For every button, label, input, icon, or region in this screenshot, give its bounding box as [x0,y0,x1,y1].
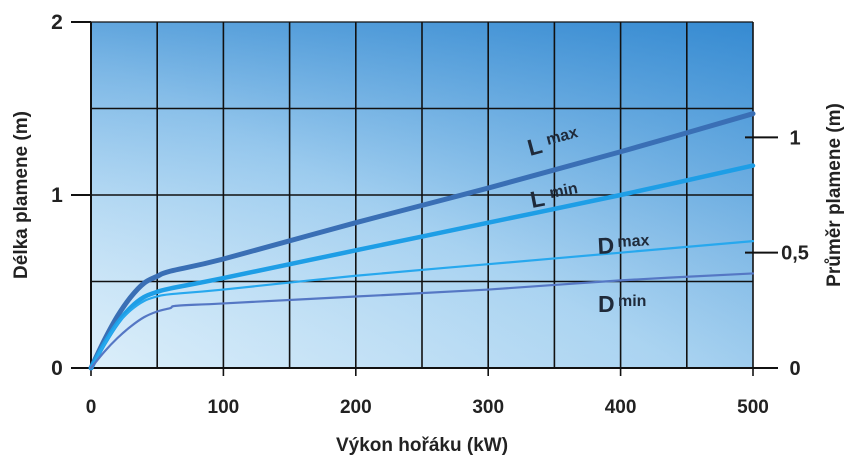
x-tick-label: 100 [208,397,240,418]
right-y-axis-title: Průměr plamene (m) [824,103,845,287]
curves [88,111,756,371]
curve-label-main: L [525,132,545,161]
curve-label-main: D [597,232,615,259]
curve-l-max [88,111,756,371]
curve-label-sub: min [618,293,646,310]
x-tick-label: 500 [737,397,769,418]
right-y-tick-label: 0 [789,358,800,380]
curve-d-max [89,240,755,370]
x-tick-label: 0 [86,397,97,418]
x-tick-label: 300 [472,397,504,418]
x-tick-labels: 0 100 200 300 400 500 [86,397,769,418]
left-y-tick-labels: 0 1 2 [51,11,63,380]
x-axis-title: Výkon hořáku (kW) [336,435,508,456]
left-y-tick-label: 1 [51,184,63,207]
axes [71,21,778,376]
right-y-tick-label: 0,5 [781,243,809,265]
curve-label-sub: max [617,232,650,251]
right-y-tick-labels: 00,51 [781,127,809,380]
curve-label-main: L [528,185,547,213]
left-y-tick-label: 0 [51,357,63,380]
curve-label-sub: min [548,180,579,202]
x-tick-label: 400 [605,397,637,418]
left-y-tick-label: 2 [51,11,63,34]
x-tick-label: 200 [340,397,372,418]
left-y-axis-title: Délka plamene (m) [11,111,32,279]
curve-label-main: D [598,291,615,317]
curve-d-min [89,272,755,370]
right-y-tick-label: 1 [789,127,800,149]
